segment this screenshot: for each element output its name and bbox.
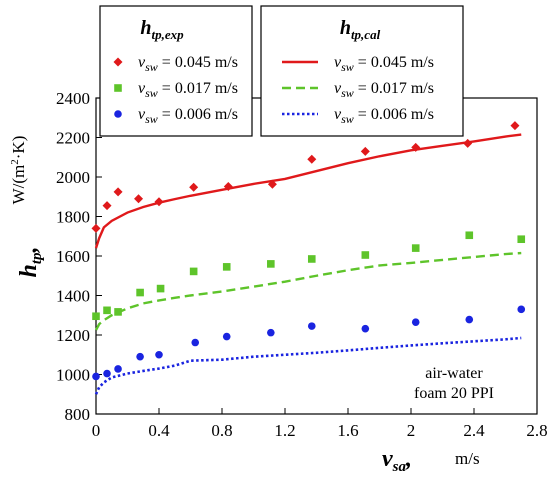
data-point-s2 — [103, 369, 111, 378]
data-point-s1 — [361, 251, 370, 259]
data-point-s1 — [114, 308, 122, 316]
legend-label: vsw = 0.017 m/s — [138, 80, 238, 100]
series-line-5 — [94, 336, 522, 395]
x-tick-label: 1.6 — [337, 421, 358, 440]
x-tick-label: 0 — [92, 421, 101, 440]
data-point-s1 — [411, 244, 420, 252]
data-point-s1 — [267, 260, 275, 268]
legend-marker — [113, 57, 123, 67]
y-tick-label: 2400 — [56, 89, 90, 108]
data-point-s2 — [465, 315, 474, 324]
legend-cal-title: htp,cal — [340, 17, 381, 42]
data-point-s2 — [191, 338, 200, 347]
svg-text:vsa,: vsa, — [382, 446, 412, 475]
data-point-s1 — [103, 306, 111, 315]
data-point-s0 — [463, 138, 473, 148]
y-ticks: 800 1000 1200 1400 1600 1800 2000 2200 2400 — [56, 89, 102, 424]
data-point-s1 — [222, 263, 231, 271]
x-tick-label: 2.8 — [526, 421, 547, 440]
data-point-s2 — [222, 332, 231, 341]
plot-area — [95, 97, 538, 415]
y-tick-label: 1800 — [56, 208, 90, 227]
legend-label: vsw = 0.045 m/s — [138, 54, 238, 74]
x-axis-label: vsa, m/s — [382, 446, 480, 475]
series-points — [91, 121, 526, 381]
data-point-s2 — [307, 322, 316, 330]
data-point-s1 — [517, 235, 526, 244]
data-point-s1 — [189, 267, 198, 276]
data-point-s2 — [267, 328, 275, 337]
data-point-s1 — [465, 231, 474, 240]
y-axis-label: htp, — [16, 246, 45, 277]
x-tick-label: 0.8 — [211, 421, 232, 440]
data-point-s1 — [156, 284, 165, 293]
data-point-s2 — [92, 372, 100, 381]
data-point-s0 — [510, 121, 520, 131]
legend-marker — [114, 110, 122, 118]
x-ticks: 0 0.4 0.8 1.2 1.6 2 2.4 2.8 — [92, 408, 548, 440]
legend-marker — [114, 84, 122, 92]
series-lines — [94, 133, 522, 395]
x-tick-label: 2 — [407, 421, 416, 440]
data-point-s2 — [136, 352, 144, 361]
legend-label: vsw = 0.017 m/s — [334, 80, 434, 100]
data-point-s0 — [223, 181, 233, 191]
data-point-s0 — [189, 182, 199, 192]
data-point-s2 — [411, 318, 420, 326]
data-point-s2 — [114, 365, 122, 373]
x-tick-label: 0.4 — [148, 421, 170, 440]
y-tick-label: 2000 — [56, 168, 90, 187]
data-point-s0 — [134, 194, 144, 204]
legend-exp: htp,exp vsw = 0.045 m/s vsw = 0.017 m/s vs… — [99, 5, 253, 137]
y-tick-label: 1200 — [56, 326, 90, 345]
y-tick-label: 1400 — [56, 287, 90, 306]
series-line-4 — [94, 251, 522, 331]
data-point-s0 — [102, 201, 112, 211]
y-tick-label: 800 — [65, 405, 91, 424]
x-tick-label: 1.2 — [274, 421, 295, 440]
data-point-s2 — [155, 350, 163, 359]
data-point-s0 — [113, 187, 123, 197]
data-point-s0 — [360, 146, 370, 156]
svg-text:W/(m2·K): W/(m2·K) — [9, 136, 28, 205]
svg-text:htp,: htp, — [16, 246, 45, 277]
legend-exp-title: htp,exp — [140, 17, 184, 42]
x-tick-label: 2.4 — [463, 421, 485, 440]
legend-cal: htp,cal vsw = 0.045 m/s vsw = 0.017 m/s vs… — [260, 5, 464, 137]
series-line-3 — [94, 133, 522, 249]
data-point-s1 — [92, 312, 100, 321]
y-tick-label: 1000 — [56, 366, 90, 385]
y-axis-unit: W/(m2·K) — [9, 136, 28, 205]
data-point-s2 — [361, 324, 370, 333]
data-point-s2 — [517, 305, 526, 314]
data-point-s0 — [411, 142, 421, 152]
x-axis-unit: m/s — [455, 449, 480, 468]
data-point-s0 — [154, 197, 164, 207]
data-point-s0 — [91, 223, 101, 233]
svg-text:foam 20 PPI: foam 20 PPI — [414, 385, 494, 402]
annotation: air-water foam 20 PPI — [414, 365, 494, 402]
legend-label: vsw = 0.045 m/s — [334, 54, 434, 74]
svg-text:air-water: air-water — [425, 365, 483, 382]
legend-label: vsw = 0.006 m/s — [334, 106, 434, 126]
legend-label: vsw = 0.006 m/s — [138, 106, 238, 126]
y-tick-label: 2200 — [56, 129, 90, 148]
data-point-s1 — [307, 255, 316, 263]
data-point-s0 — [267, 179, 277, 189]
y-tick-label: 1600 — [56, 247, 90, 266]
data-point-s0 — [307, 154, 317, 164]
data-point-s1 — [136, 288, 144, 297]
